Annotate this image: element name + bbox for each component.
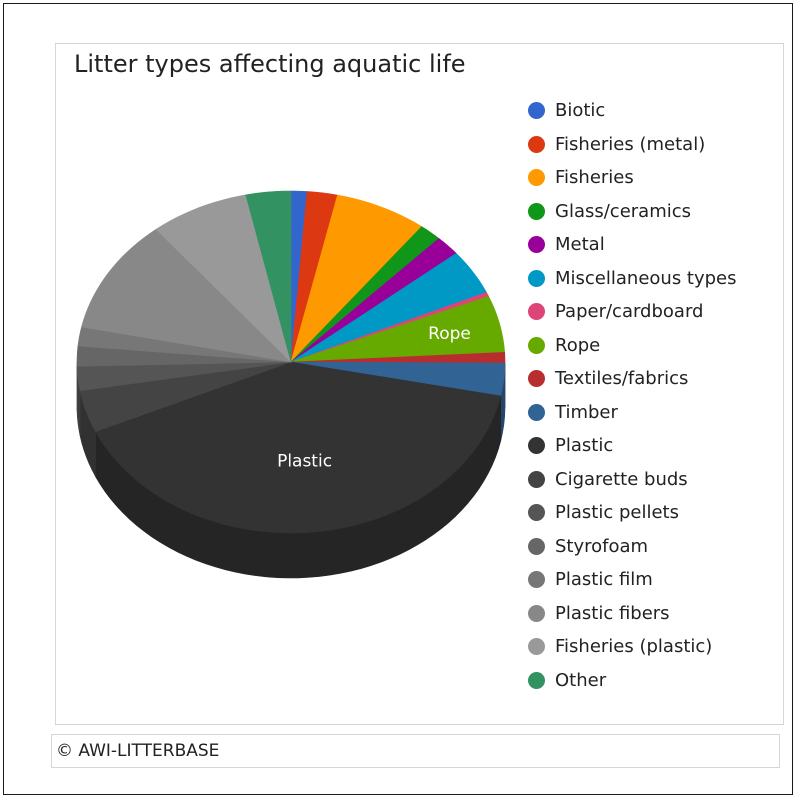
legend-label: Other: [555, 669, 607, 691]
legend-item-rope[interactable]: Rope: [528, 329, 737, 363]
figure-frame: Litter types affecting aquatic life Rope…: [3, 3, 793, 795]
legend-item-paper-cardboard[interactable]: Paper/cardboard: [528, 295, 737, 329]
legend-label: Biotic: [555, 100, 606, 122]
credit-text: © AWI-LITTERBASE: [56, 741, 220, 761]
legend-label: Plastic fibers: [555, 602, 670, 624]
legend-label: Timber: [555, 401, 618, 423]
legend-swatch: [528, 604, 545, 622]
legend-swatch: [528, 671, 545, 689]
legend-item-plastic-film[interactable]: Plastic film: [528, 563, 737, 597]
legend-item-plastic[interactable]: Plastic: [528, 429, 737, 463]
legend-item-miscellaneous-types[interactable]: Miscellaneous types: [528, 262, 737, 296]
legend-item-fisheries-plastic[interactable]: Fisheries (plastic): [528, 630, 737, 664]
pie-slices: [76, 190, 506, 534]
legend-swatch: [528, 638, 545, 656]
pie-slice-plastic[interactable]: [95, 361, 502, 534]
pie-side-walls: [76, 361, 506, 579]
legend-item-other[interactable]: Other: [528, 664, 737, 698]
pie-slice-other[interactable]: [245, 190, 292, 363]
legend-swatch: [528, 336, 545, 354]
legend-item-textiles-fabrics[interactable]: Textiles/fabrics: [528, 362, 737, 396]
legend-swatch: [528, 504, 545, 522]
pie-chart: Rope Plastic: [76, 190, 506, 579]
chart-title: Litter types affecting aquatic life: [74, 50, 466, 78]
legend-swatch: [528, 537, 545, 555]
legend-label: Plastic: [555, 435, 614, 457]
pie-slice-plastic-fibers[interactable]: [81, 228, 292, 363]
legend-swatch: [528, 303, 545, 321]
legend-label: Paper/cardboard: [555, 301, 704, 323]
legend-label: Textiles/fabrics: [555, 368, 689, 390]
pie-slice-rope[interactable]: [290, 295, 505, 363]
legend-swatch: [528, 403, 545, 421]
pie-slice-fisheries[interactable]: [290, 194, 423, 363]
legend-swatch: [528, 169, 545, 187]
legend-item-fisheries[interactable]: Fisheries: [528, 161, 737, 195]
legend-swatch: [528, 370, 545, 388]
legend-swatch: [528, 236, 545, 254]
legend-label: Rope: [555, 334, 601, 356]
legend-swatch: [528, 470, 545, 488]
legend-label: Styrofoam: [555, 535, 649, 557]
legend-label: Fisheries (plastic): [555, 636, 713, 658]
legend-label: Plastic pellets: [555, 502, 679, 524]
legend-label: Glass/ceramics: [555, 200, 692, 222]
legend-item-metal[interactable]: Metal: [528, 228, 737, 262]
legend-label: Miscellaneous types: [555, 267, 737, 289]
legend-swatch: [528, 437, 545, 455]
legend-label: Fisheries (metal): [555, 133, 706, 155]
slice-label-rope: Rope: [428, 324, 471, 344]
legend-item-glass-ceramics[interactable]: Glass/ceramics: [528, 195, 737, 229]
legend-item-styrofoam[interactable]: Styrofoam: [528, 530, 737, 564]
pie-slice-miscellaneous-types[interactable]: [290, 252, 487, 363]
pie-slice-cigarette-buds[interactable]: [79, 361, 292, 432]
legend-label: Metal: [555, 234, 605, 256]
pie-slice-labels: Rope Plastic: [277, 324, 471, 472]
pie-slice-fisheries-plastic[interactable]: [155, 194, 292, 363]
legend-item-biotic[interactable]: Biotic: [528, 94, 737, 128]
chart-legend: Biotic Fisheries (metal) Fisheries Glass/ce…: [528, 94, 737, 697]
legend-item-timber[interactable]: Timber: [528, 396, 737, 430]
credit-bar: © AWI-LITTERBASE: [51, 734, 780, 768]
chart-panel: Litter types affecting aquatic life Rope…: [55, 43, 784, 725]
legend-swatch: [528, 102, 545, 120]
legend-swatch: [528, 135, 545, 153]
legend-swatch: [528, 202, 545, 220]
slice-label-plastic: Plastic: [277, 452, 332, 472]
legend-label: Fisheries: [555, 167, 634, 189]
legend-label: Plastic film: [555, 569, 653, 591]
legend-item-cigarette-buds[interactable]: Cigarette buds: [528, 463, 737, 497]
legend-item-plastic-fibers[interactable]: Plastic fibers: [528, 597, 737, 631]
legend-swatch: [528, 269, 545, 287]
legend-item-fisheries-metal[interactable]: Fisheries (metal): [528, 128, 737, 162]
legend-item-plastic-pellets[interactable]: Plastic pellets: [528, 496, 737, 530]
legend-swatch: [528, 571, 545, 589]
legend-label: Cigarette buds: [555, 468, 688, 490]
